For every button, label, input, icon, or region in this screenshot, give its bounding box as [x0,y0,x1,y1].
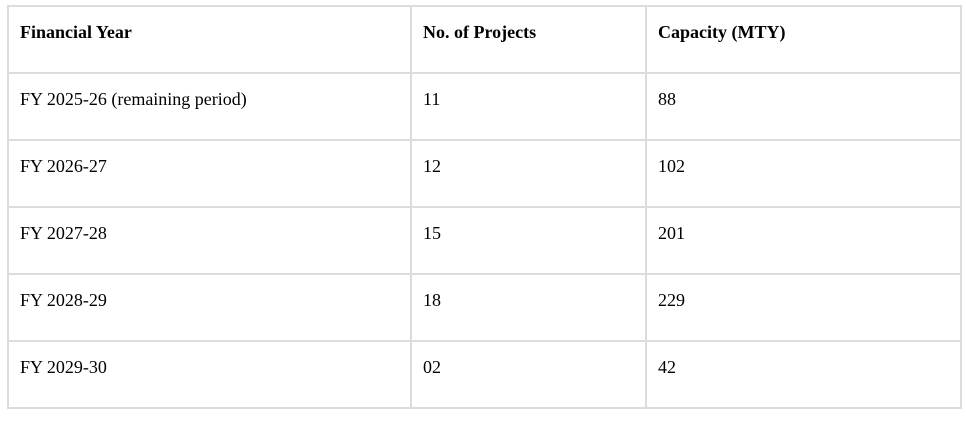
projects-capacity-table: Financial Year No. of Projects Capacity … [7,5,962,409]
table-row: FY 2028-29 18 229 [7,273,962,342]
cell-no-of-projects: 18 [410,273,647,342]
column-header-financial-year: Financial Year [7,5,412,74]
cell-capacity: 42 [645,340,962,409]
cell-no-of-projects: 02 [410,340,647,409]
cell-financial-year: FY 2027-28 [7,206,412,275]
table-row: FY 2027-28 15 201 [7,206,962,275]
cell-financial-year: FY 2028-29 [7,273,412,342]
cell-financial-year: FY 2025-26 (remaining period) [7,72,412,141]
cell-capacity: 102 [645,139,962,208]
cell-financial-year: FY 2029-30 [7,340,412,409]
column-header-capacity-mty: Capacity (MTY) [645,5,962,74]
cell-capacity: 88 [645,72,962,141]
table-header-row: Financial Year No. of Projects Capacity … [7,5,962,74]
cell-no-of-projects: 15 [410,206,647,275]
column-header-no-of-projects: No. of Projects [410,5,647,74]
cell-no-of-projects: 12 [410,139,647,208]
table-container: Financial Year No. of Projects Capacity … [7,5,962,409]
cell-capacity: 201 [645,206,962,275]
table-row: FY 2029-30 02 42 [7,340,962,409]
cell-capacity: 229 [645,273,962,342]
cell-no-of-projects: 11 [410,72,647,141]
table-row: FY 2025-26 (remaining period) 11 88 [7,72,962,141]
table-row: FY 2026-27 12 102 [7,139,962,208]
cell-financial-year: FY 2026-27 [7,139,412,208]
